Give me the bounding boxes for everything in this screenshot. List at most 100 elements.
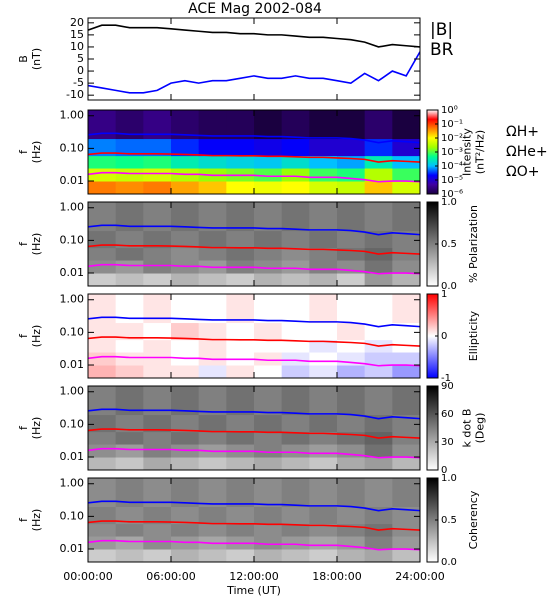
colorbar-tick-label: 60 (441, 409, 454, 420)
heatmap-cell (171, 414, 200, 433)
series-line (88, 24, 420, 48)
heatmap-cell (143, 431, 172, 445)
colorbar-label: (Deg) (474, 413, 487, 444)
heatmap-cell (281, 260, 310, 274)
heatmap-cell (88, 155, 117, 169)
heatmap-cell (281, 386, 310, 416)
heatmap-cell (226, 294, 255, 324)
heatmap-cell (309, 138, 338, 157)
heatmap-cell (309, 273, 338, 286)
heatmap-cell (254, 138, 283, 157)
heatmap-cell (115, 260, 144, 274)
y-tick-label: 0.01 (60, 450, 85, 463)
y-tick-label: -5 (73, 76, 84, 89)
heatmap-cell (198, 431, 227, 445)
y-tick-label: 15 (70, 28, 84, 41)
heatmap-cell (171, 138, 200, 157)
series-line (88, 316, 420, 328)
y-axis-label: f (17, 517, 30, 522)
heatmap-cell (254, 294, 283, 324)
heatmap-cell (143, 444, 172, 458)
heatmap-cell (254, 536, 283, 550)
heatmap-cell (364, 365, 393, 378)
colorbar-label: Coherency (467, 490, 480, 549)
heatmap-cell (115, 506, 144, 525)
heatmap-cell (143, 457, 172, 470)
heatmap-cell (88, 414, 117, 433)
heatmap-cell (171, 431, 200, 445)
heatmap-cell (88, 536, 117, 550)
heatmap-cell (309, 506, 338, 525)
series-line (88, 152, 420, 163)
heatmap-cell (364, 444, 393, 458)
colorbar-label: k dot B (461, 409, 474, 448)
heatmap-cell (198, 506, 227, 525)
heatmap-cell (309, 322, 338, 341)
heatmap-cell (392, 549, 420, 562)
legend-entry: ΩH+ (506, 124, 539, 140)
heatmap-cell (281, 352, 310, 366)
heatmap-cell (254, 386, 283, 416)
y-tick-label: 1.00 (60, 385, 85, 398)
heatmap-cell (171, 230, 200, 249)
heatmap-cell (392, 294, 420, 324)
heatmap-cell (392, 457, 420, 470)
heatmap-cell (392, 202, 420, 232)
heatmap-cell (309, 549, 338, 562)
heatmap-cell (337, 138, 366, 157)
heatmap-cell (254, 506, 283, 525)
heatmap-cell (364, 260, 393, 274)
heatmap-cell (198, 138, 227, 157)
heatmap-cell (281, 322, 310, 341)
heatmap-cell (198, 549, 227, 562)
colorbar-tick-label: 1.0 (441, 197, 457, 208)
heatmap-cell (198, 181, 227, 194)
heatmap-cell (281, 110, 310, 140)
heatmap-cell (254, 549, 283, 562)
heatmap-cell (309, 339, 338, 353)
heatmap-cell (115, 549, 144, 562)
heatmap-cell (392, 365, 420, 378)
heatmap-cell (226, 202, 255, 232)
heatmap-cell (281, 431, 310, 445)
x-tick-label: 12:00:00 (229, 570, 278, 583)
heatmap-cell (198, 414, 227, 433)
y-tick-label: 1.00 (60, 201, 85, 214)
series-line (88, 500, 420, 512)
heatmap-cell (392, 273, 420, 286)
heatmap-cell (254, 431, 283, 445)
heatmap-cell (88, 322, 117, 341)
heatmap-cell (226, 457, 255, 470)
heatmap-cell (143, 352, 172, 366)
heatmap-cell (88, 506, 117, 525)
heatmap-cell (254, 365, 283, 378)
colorbar-tick-label: 10⁻⁴ (441, 161, 463, 172)
heatmap-cell (171, 365, 200, 378)
heatmap-cell (309, 457, 338, 470)
legend-entry: BR (430, 40, 454, 60)
heatmap-cell (254, 457, 283, 470)
colorbar-label: Ellipticity (467, 310, 480, 361)
y-tick-label: 1.00 (60, 293, 85, 306)
heatmap-cell (392, 536, 420, 550)
colorbar-tick-label: 90 (441, 381, 454, 392)
heatmap-cell (115, 230, 144, 249)
series-line (88, 355, 420, 367)
heatmap-cell (337, 414, 366, 433)
heatmap-cell (309, 536, 338, 550)
heatmap-cell (281, 478, 310, 508)
heatmap-cell (198, 294, 227, 324)
plot-area (88, 478, 420, 562)
colorbar-tick-label: 0 (441, 331, 447, 342)
colorbar-tick-label: -1 (441, 373, 451, 384)
heatmap-cell (171, 549, 200, 562)
heatmap-cell (115, 155, 144, 169)
chart-title: ACE Mag 2002-084 (188, 1, 322, 17)
heatmap-cell (392, 352, 420, 366)
heatmap-cell (337, 322, 366, 341)
y-tick-label: 20 (70, 16, 84, 29)
heatmap-cell (115, 168, 144, 182)
heatmap-cell (88, 352, 117, 366)
heatmap-cell (143, 322, 172, 341)
series-line (88, 408, 420, 420)
